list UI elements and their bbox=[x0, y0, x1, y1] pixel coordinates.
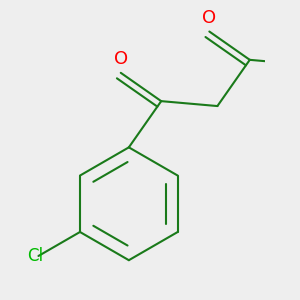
Text: O: O bbox=[114, 50, 128, 68]
Text: Cl: Cl bbox=[27, 247, 43, 265]
Text: O: O bbox=[202, 9, 216, 27]
